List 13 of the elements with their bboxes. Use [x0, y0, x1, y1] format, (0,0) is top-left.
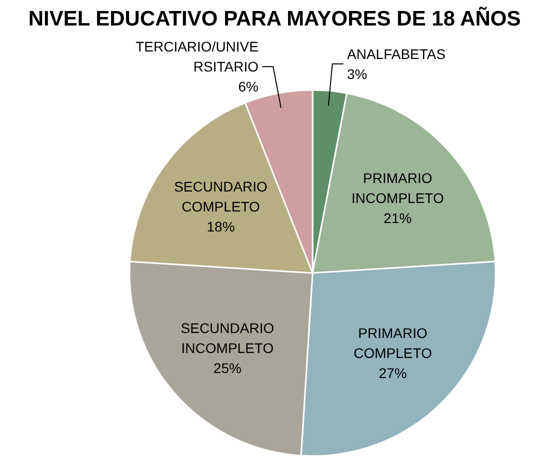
- data-label: 21%: [384, 210, 412, 226]
- slice-label: SECUNDARIO INCOMPLETO: [180, 320, 274, 356]
- slice-label: PRIMARIO INCOMPLETO: [352, 170, 444, 206]
- chart-title: NIVEL EDUCATIVO PARA MAYORES DE 18 AÑOS: [28, 6, 521, 30]
- data-label: 27%: [378, 365, 407, 382]
- slice-label: ANALFABETAS: [347, 46, 446, 62]
- slice-label: PRIMARIO COMPLETO: [354, 325, 432, 362]
- slice-label: TERCIARIO/UNIVERSITARIO: [136, 38, 259, 75]
- data-label: 6%: [238, 78, 258, 95]
- data-label: 18%: [206, 218, 235, 234]
- data-label: 3%: [347, 66, 368, 82]
- slice-label: SECUNDARIO COMPLETO: [174, 178, 268, 214]
- data-label: 25%: [213, 360, 242, 376]
